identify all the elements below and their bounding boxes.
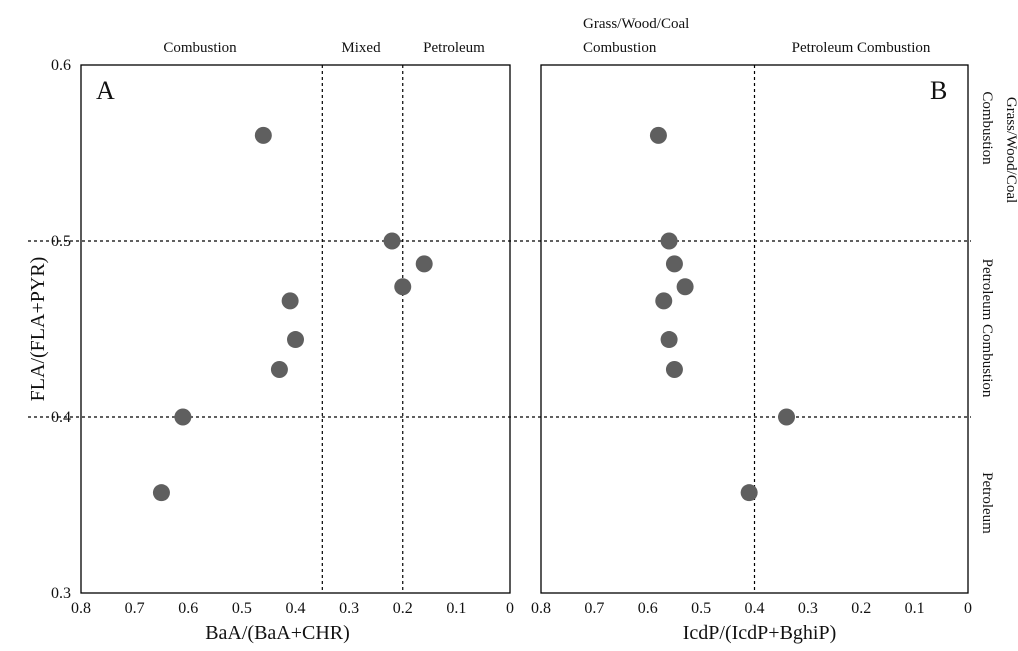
panel-b-x-tick-label: 0.8 — [531, 600, 551, 617]
panel-b-data-point — [660, 232, 678, 250]
panel-b-x-tick-label: 0.6 — [638, 600, 658, 617]
panel-b-top-region-label: Petroleum Combustion — [792, 40, 931, 56]
panel-a-frame — [80, 64, 511, 594]
panel-a-x-tick-label: 0.5 — [232, 600, 252, 617]
panel-b-data-point — [665, 360, 683, 378]
panel-b-data-point — [665, 255, 683, 273]
panel-b-data-point — [660, 331, 678, 349]
panel-a-letter: A — [96, 76, 115, 105]
panel-a-y-tick-label: 0.3 — [51, 585, 71, 602]
panel-b-data-point — [676, 278, 694, 296]
panel-b-right-region-label: Combustion — [979, 91, 995, 165]
panel-a-y-axis-title: FLA/(FLA+PYR) — [27, 257, 49, 402]
panel-a-y-tick-label: 0.4 — [51, 409, 71, 426]
panel-a-x-tick-label: 0.7 — [125, 600, 145, 617]
panel-a-y-tick-label: 0.6 — [51, 57, 71, 74]
panel-a-x-tick-label: 0.8 — [71, 600, 91, 617]
panel-b-top-region-label: Grass/Wood/Coal — [583, 16, 689, 32]
panel-b-right-region-label: Petroleum — [979, 472, 995, 534]
panel-a-x-tick-label: 0.4 — [286, 600, 306, 617]
panel-a-data-point — [270, 360, 288, 378]
panel-b-x-tick-label: 0.7 — [584, 600, 604, 617]
panel-b-letter: B — [930, 76, 947, 105]
panel-a-data-point — [174, 408, 192, 426]
panel-a-x-tick-label: 0.3 — [339, 600, 359, 617]
panel-a-x-tick-label: 0.6 — [178, 600, 198, 617]
panel-b-x-tick-label: 0.4 — [745, 600, 765, 617]
panel-a-top-region-label: Mixed — [341, 40, 381, 56]
panel-b-x-tick-label: 0.2 — [851, 600, 871, 617]
panel-b-right-region-label: Grass/Wood/Coal — [1003, 97, 1018, 203]
panel-b-data-point — [655, 292, 673, 310]
panel-a-y-tick-label: 0.5 — [51, 233, 71, 250]
panel-b-x-tick-label: 0.1 — [905, 600, 925, 617]
panel-a-data-point — [383, 232, 401, 250]
panel-b-data-point — [740, 484, 758, 502]
panel-b-x-axis-title: IcdP/(IcdP+BghiP) — [683, 622, 837, 644]
panel-a-x-tick-label: 0.1 — [446, 600, 466, 617]
panel-a-data-point — [287, 331, 304, 349]
panel-a-x-axis-title: BaA/(BaA+CHR) — [205, 622, 350, 644]
panel-a-data-point — [281, 292, 299, 310]
panel-a-data-point — [254, 126, 272, 144]
panel-a-top-region-label: Combustion — [163, 40, 237, 56]
panel-b-right-region-label: Petroleum Combustion — [979, 259, 995, 398]
panel-b-top-region-label: Combustion — [583, 40, 657, 56]
panel-a-top-region-label: Petroleum — [423, 40, 485, 56]
panel-a-data-point — [394, 278, 412, 296]
panel-a-data-point — [415, 255, 433, 273]
panel-b-x-tick-label: 0.5 — [691, 600, 711, 617]
panel-a-data-point — [152, 484, 170, 502]
panel-a-x-tick-label: 0.2 — [393, 600, 413, 617]
panel-b-data-point — [778, 408, 796, 426]
panel-a-x-tick-label: 0 — [506, 600, 514, 617]
panel-b-x-tick-label: 0.3 — [798, 600, 818, 617]
panel-b-data-point — [649, 126, 667, 144]
panel-b-x-tick-label: 0 — [964, 600, 972, 617]
